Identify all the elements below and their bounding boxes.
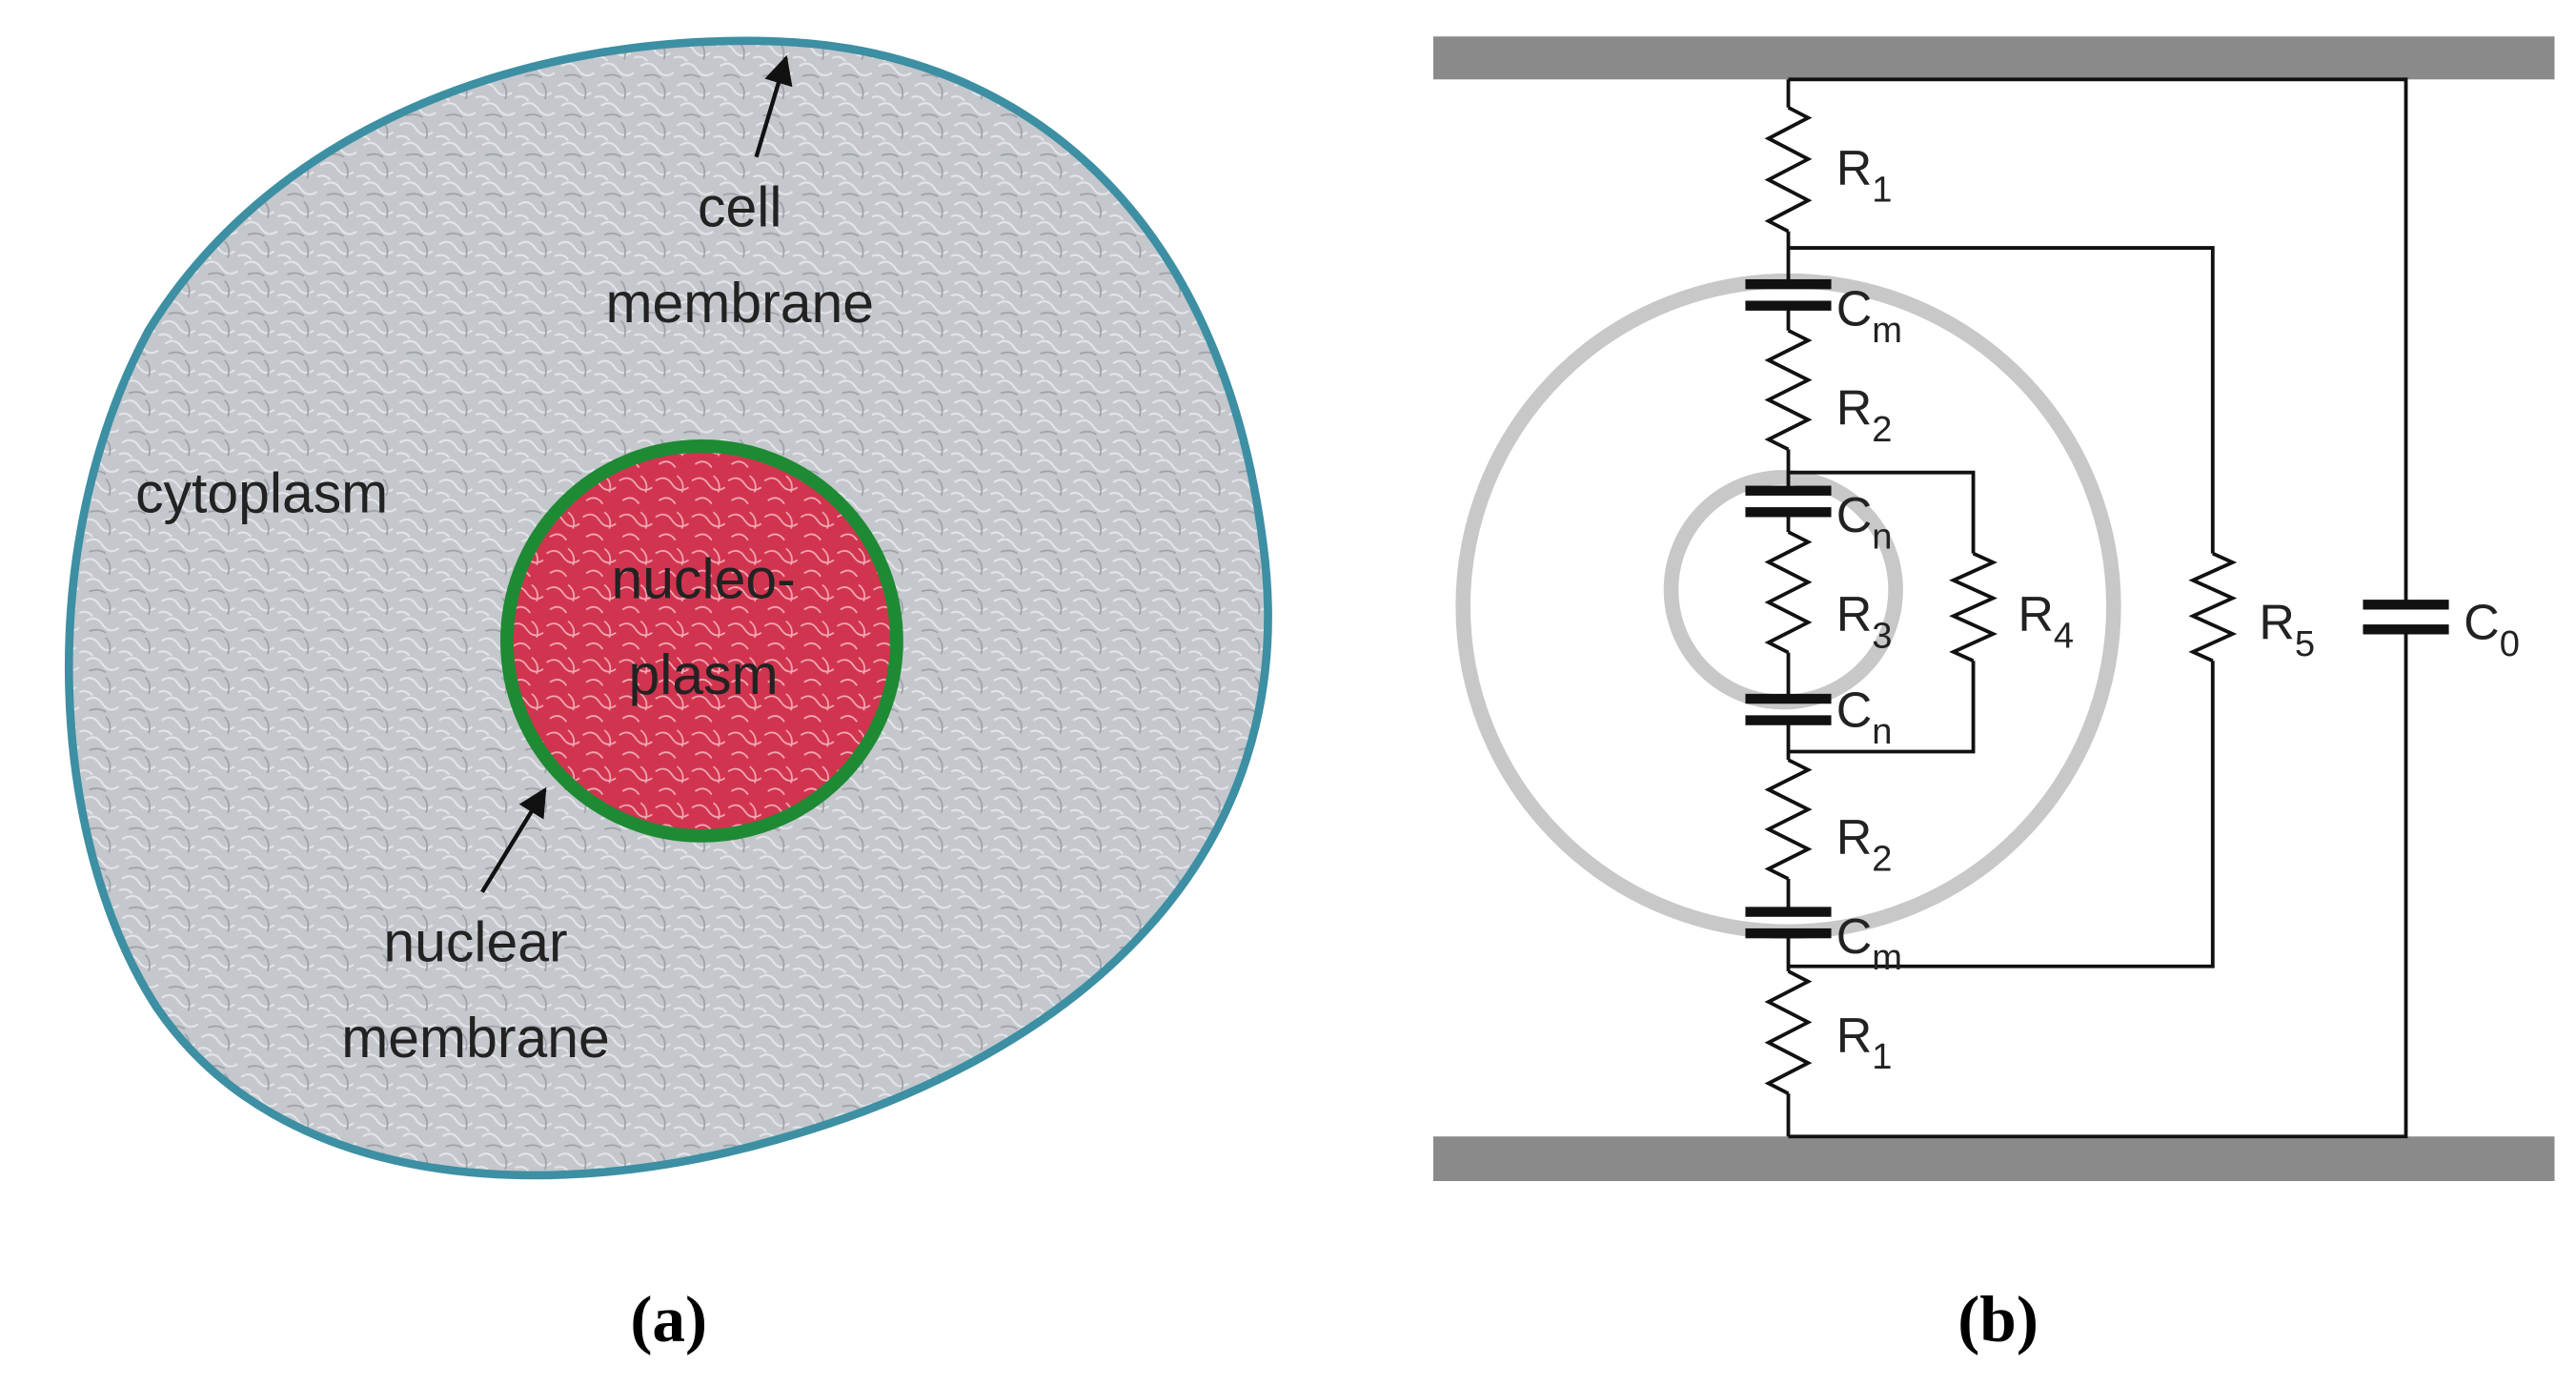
component-subscript: 1 [1872,1037,1892,1077]
panel-a: cell membrane cytoplasm nucleo-plasm nucl… [64,36,1272,1355]
component-letter: C [2464,596,2500,651]
capacitor-plate [1745,907,1832,917]
wire [1788,470,1976,554]
component-label: Cn [1836,683,1893,752]
arrow [754,54,793,158]
component-subscript: 1 [1872,171,1892,211]
component-subscript: 5 [2295,624,2315,664]
capacitor-plate [1745,485,1832,496]
component-subscript: 2 [1872,839,1892,879]
component-label: R4 [2018,587,2074,656]
wire [1788,77,2408,605]
capacitor-plate [1745,693,1832,704]
component-letter: R [1836,141,1873,196]
resistor [1764,328,1813,452]
component-letter: C [1836,281,1873,336]
component-label: R2 [1836,810,1893,879]
wire [1788,629,2408,1139]
wire [1788,661,2215,968]
component-label: R1 [1836,1009,1893,1077]
component-subscript: n [1872,712,1892,752]
component-label: R2 [1836,380,1893,449]
label-line: membrane [341,1008,610,1070]
capacitor-plate [2363,600,2449,610]
component-label: R5 [2259,596,2315,664]
wire [1788,661,1976,754]
resistor [1764,969,1813,1095]
caption: (b) [1957,1282,2038,1355]
component-label: Cm [1836,281,1902,350]
component-letter: R [1836,1009,1873,1064]
component-label: Cm [1836,909,1902,978]
component-subscript: 2 [1872,410,1892,450]
component-label: Cn [1836,488,1893,557]
label-line: membrane [605,273,874,335]
resistor [1764,758,1813,881]
label: cell membrane [605,177,874,335]
label: nucleo-plasm [612,548,796,705]
label: cytoplasm [135,462,388,524]
electrode [1432,36,2555,80]
component-subscript: 4 [2054,616,2074,656]
component-letter: C [1836,683,1873,739]
component-label: R3 [1836,587,1893,656]
component-label: C0 [2464,596,2520,664]
label: nuclear membrane [341,912,610,1070]
label-line: plasm [629,644,779,706]
resistor [2188,551,2238,662]
component-subscript: m [1872,311,1902,351]
component-label: R1 [1836,141,1893,210]
component-letter: R [1836,380,1873,436]
component-letter: C [1836,488,1873,543]
component-letter: C [1836,909,1873,965]
component-subscript: n [1872,517,1892,557]
component-subscript: m [1872,938,1902,978]
label-line: nucleo- [612,548,796,610]
capacitor-plate [1745,278,1832,290]
label-line: nuclear [383,912,567,974]
electrode [1432,1136,2555,1182]
component-letter: R [2259,596,2295,651]
resistor [1764,530,1813,655]
nucleus [500,439,903,843]
caption: (a) [630,1282,707,1355]
component-letter: R [2018,587,2054,642]
cell-outline [1455,273,2121,940]
wires [1745,77,2449,1139]
component-letter: R [1836,810,1873,866]
wire [1788,246,2215,554]
arrow [480,786,547,893]
resistor [1949,551,1998,662]
component-subscript: 0 [2500,624,2520,664]
label-line: cell [698,177,781,239]
component-subscript: 3 [1872,616,1892,656]
component-letter: R [1836,587,1873,642]
resistor [1764,106,1813,234]
